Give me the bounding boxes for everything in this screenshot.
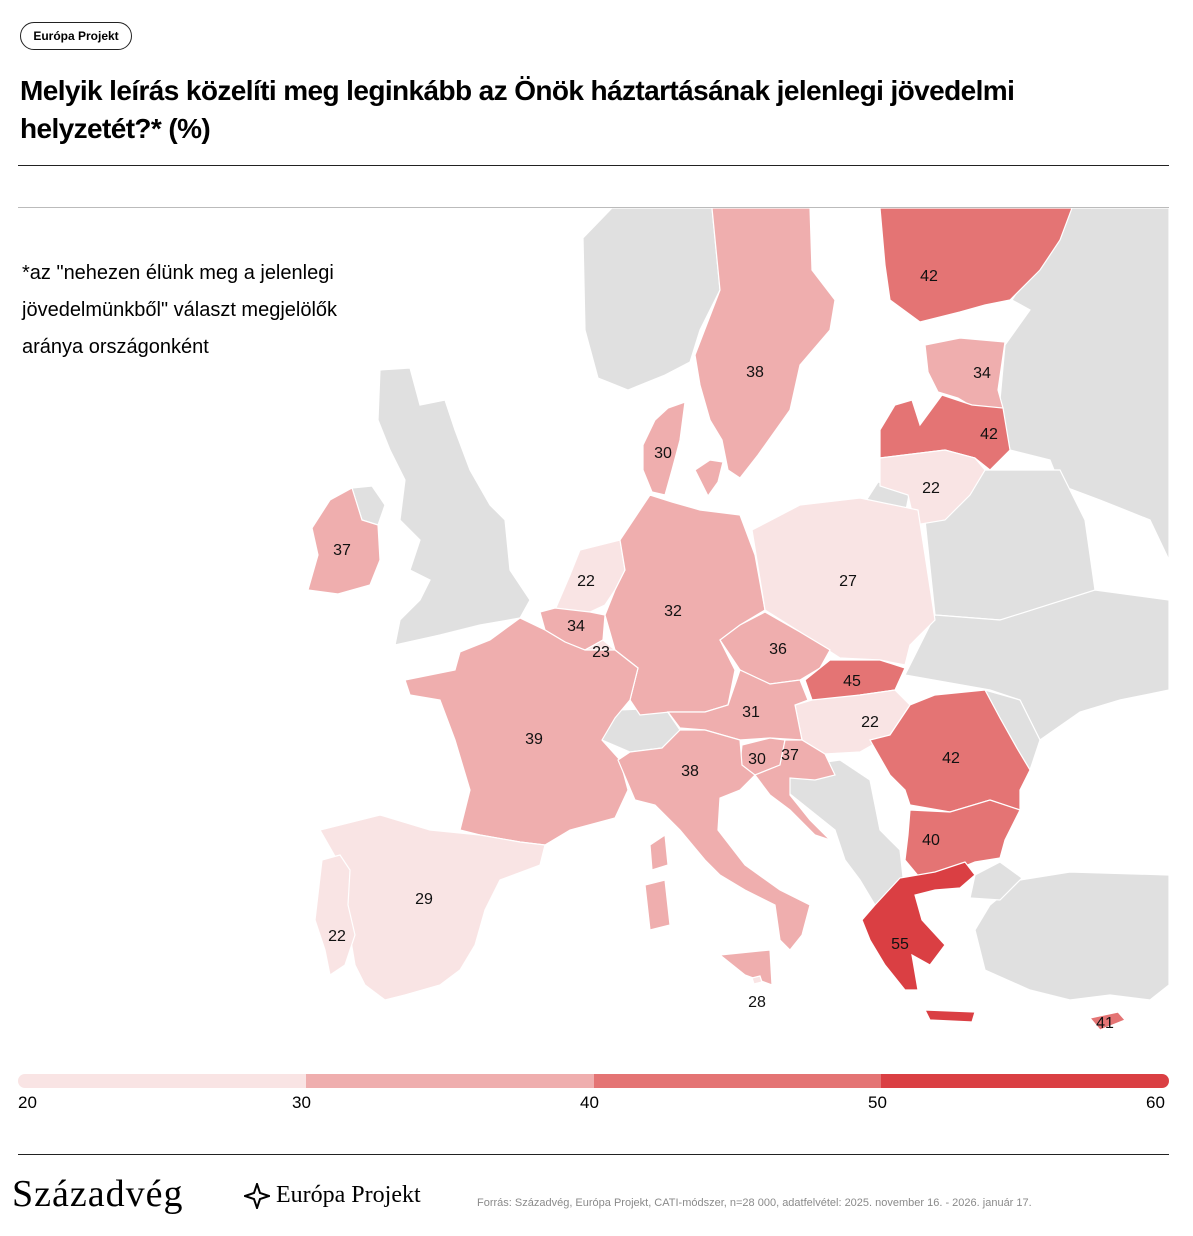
ireland-region — [307, 487, 381, 595]
finland-value-label: 42 — [920, 268, 938, 285]
russia-shape — [999, 208, 1169, 561]
legend-bin-20-30 — [18, 1074, 306, 1088]
germany-value-label: 32 — [664, 603, 682, 620]
map-top-border — [18, 207, 1169, 208]
slovakia-value-label: 45 — [843, 673, 861, 690]
luxembourg-value-label: 23 — [592, 644, 610, 661]
ireland-value-label: 37 — [333, 542, 351, 559]
turkey-shape — [974, 871, 1169, 1001]
portugal-region — [314, 854, 356, 976]
sweden-value-label: 38 — [746, 364, 764, 381]
greece-value-label: 55 — [891, 936, 909, 953]
footer-divider — [18, 1154, 1169, 1155]
europa-projekt-badge: Európa Projekt — [20, 22, 132, 50]
footnote-line-2: jövedelmünkből" választ megjelölők — [22, 299, 338, 321]
estonia-region — [924, 337, 1006, 411]
cyprus-region — [1088, 1011, 1127, 1031]
latvia-value-label: 42 — [980, 426, 998, 443]
finland-region — [879, 208, 1073, 323]
romania-region — [869, 689, 1031, 813]
legend-tick-20: 20 — [18, 1093, 37, 1112]
france-value-label: 39 — [525, 731, 543, 748]
footnote-line-1: *az "nehezen élünk meg a jelenlegi — [22, 262, 334, 284]
star-icon — [244, 1182, 270, 1209]
denmark-region — [642, 401, 724, 498]
croatia-value-label: 37 — [781, 747, 799, 764]
legend-tick-50: 50 — [868, 1093, 887, 1112]
legend-tick-40: 40 — [580, 1093, 599, 1112]
belgium-value-label: 34 — [567, 618, 585, 635]
bulgaria-region — [904, 799, 1021, 879]
france-region — [404, 617, 639, 846]
poland-value-label: 27 — [839, 573, 857, 590]
source-text: Forrás: Századvég, Európa Projekt, CATI-… — [477, 1197, 1032, 1209]
cyprus-value-label: 41 — [1096, 1015, 1114, 1032]
title-divider — [18, 165, 1169, 166]
greece-region — [861, 861, 976, 1023]
bulgaria-value-label: 40 — [922, 832, 940, 849]
malta-region — [751, 975, 763, 985]
legend-bin-40-50 — [593, 1074, 882, 1088]
legend-bin-50-60 — [881, 1074, 1169, 1088]
non-data-countries — [351, 208, 1169, 1001]
austria-value-label: 31 — [742, 704, 760, 721]
ukraine-shape — [904, 589, 1169, 741]
europa-projekt-logo-text: Európa Projekt — [276, 1182, 421, 1208]
estonia-value-label: 34 — [973, 365, 991, 382]
romania-value-label: 42 — [942, 750, 960, 767]
italy-value-label: 38 — [681, 763, 699, 780]
footnote-line-3: aránya országonként — [22, 336, 209, 358]
sweden-region — [694, 208, 836, 479]
legend-tick-60: 60 — [1146, 1093, 1165, 1112]
spain-value-label: 29 — [415, 891, 433, 908]
hungary-value-label: 22 — [861, 714, 879, 731]
lithuania-value-label: 22 — [922, 480, 940, 497]
europe-choropleth-map: 38 42 34 42 22 30 37 22 34 23 32 27 36 45 22 31 30 37 39 38… — [307, 208, 1169, 1032]
italy-region — [617, 729, 811, 986]
legend-bin-30-40 — [305, 1074, 594, 1088]
legend-tick-30: 30 — [292, 1093, 311, 1112]
chart-title: Melyik leírás közelíti meg leginkább az … — [20, 75, 1015, 144]
szazadveg-logo: Századvég — [12, 1173, 184, 1215]
color-legend-bar — [18, 1074, 1169, 1088]
malta-value-label: 28 — [748, 994, 766, 1011]
portugal-value-label: 22 — [328, 928, 346, 945]
footnote-text: *az "nehezen élünk meg a jelenlegi jöved… — [22, 255, 442, 366]
uk-shape — [377, 367, 531, 646]
denmark-value-label: 30 — [654, 445, 672, 462]
europa-projekt-logo: Európa Projekt — [244, 1182, 421, 1209]
lithuania-region — [879, 449, 986, 526]
croatia-region — [754, 739, 836, 841]
slovenia-value-label: 30 — [748, 751, 766, 768]
netherlands-value-label: 22 — [577, 573, 595, 590]
turkey-europe-shape — [969, 861, 1023, 901]
czechia-value-label: 36 — [769, 641, 787, 658]
